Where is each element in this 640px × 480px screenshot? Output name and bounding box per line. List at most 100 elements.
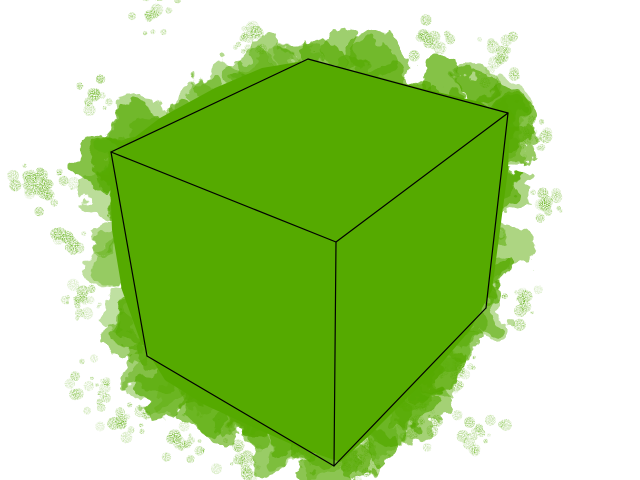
particle-wisp <box>477 37 483 42</box>
particle-wisp <box>107 416 121 430</box>
particle-wisp <box>165 7 173 14</box>
particle-cloud <box>7 0 563 480</box>
particle-wisp <box>524 137 532 146</box>
particle-wisp <box>399 435 403 440</box>
particle-wisp <box>356 455 362 462</box>
particle-wisp <box>527 115 536 124</box>
particle-wisp <box>181 441 187 447</box>
particle-wisp <box>450 379 463 392</box>
particle-wisp <box>508 70 520 81</box>
particle-wisp <box>9 179 22 192</box>
particle-wisp <box>23 174 37 187</box>
particle-wisp <box>472 355 476 360</box>
particle-wisp <box>95 421 105 432</box>
particle-wisp <box>423 37 434 49</box>
particle-wisp <box>101 393 111 403</box>
particle-wisp <box>437 368 444 374</box>
particle-wisp <box>96 403 106 412</box>
particle-wisp <box>539 130 553 144</box>
particle-wisp <box>246 471 258 480</box>
particle-wisp <box>58 175 69 186</box>
particle-wisp <box>498 420 505 428</box>
particle-wisp <box>83 380 95 392</box>
particle-wisp <box>507 31 518 42</box>
particle-wisp <box>350 450 357 457</box>
particle-wisp <box>397 420 407 431</box>
particle-wisp <box>419 419 425 425</box>
bounding-box-edge-vertical-left <box>110 151 148 357</box>
particle-wisp <box>97 302 102 307</box>
particle-wisp <box>90 376 94 381</box>
particle-wisp <box>485 414 496 426</box>
particle-wisp <box>95 383 99 387</box>
particle-wisp <box>64 378 75 389</box>
particle-wisp <box>430 414 443 427</box>
particle-wisp <box>150 3 164 17</box>
particle-wisp <box>397 395 411 408</box>
bounding-box-edge-top-back-right <box>307 58 509 114</box>
particle-wisp <box>522 128 532 138</box>
particle-wisp <box>427 414 431 418</box>
particle-wisp <box>414 405 420 411</box>
particle-cluster <box>93 228 118 253</box>
particle-wisp <box>70 371 81 381</box>
bounding-box-wireframe <box>110 58 509 467</box>
particle-wisp <box>83 406 91 415</box>
particle-wisp <box>127 402 133 408</box>
particle-wisp <box>139 428 145 434</box>
particle-wisp <box>484 65 495 76</box>
particle-wisp <box>501 294 506 299</box>
particle-wisp <box>517 287 528 297</box>
particle-wisp <box>74 302 81 309</box>
particle-wisp <box>408 50 420 62</box>
bounding-box-edge-bottom-front-left <box>146 355 335 467</box>
particle-wisp <box>244 44 253 53</box>
particle-wisp <box>171 432 182 443</box>
particle-wisp <box>105 98 113 106</box>
particle-wisp <box>240 463 251 474</box>
particle-wisp <box>351 474 362 480</box>
particle-wisp <box>535 213 545 223</box>
particle-wisp <box>142 0 150 2</box>
particle-cloud-core <box>110 60 510 462</box>
particle-wisp <box>99 91 106 99</box>
particle-wisp <box>72 388 84 400</box>
particle-wisp <box>487 433 491 438</box>
particle-wisp <box>470 432 479 441</box>
particle-wisp <box>443 360 450 368</box>
particle-wisp <box>50 199 59 207</box>
particle-wisp <box>65 295 70 300</box>
particle-wisp <box>65 301 69 305</box>
particle-wisp <box>81 231 87 237</box>
particle-wisp <box>447 350 457 359</box>
particle-wisp <box>456 430 470 443</box>
particle-wisp <box>43 179 54 189</box>
particle-wisp <box>34 206 44 217</box>
particle-wisp <box>75 294 84 304</box>
particle-wisp <box>67 278 80 291</box>
particle-wisp <box>142 30 148 36</box>
particle-wisp <box>67 176 80 190</box>
particle-wisp <box>35 167 45 176</box>
particle-wisp <box>426 424 439 437</box>
particle-wisp <box>513 318 526 332</box>
particle-wisp <box>530 189 536 196</box>
particle-wisp <box>188 433 192 437</box>
particle-wisp <box>559 209 563 213</box>
particle-cluster <box>493 258 518 283</box>
particle-wisp <box>417 32 424 39</box>
particle-wisp <box>211 463 222 475</box>
particle-wisp <box>230 462 234 466</box>
particle-wisp <box>90 354 99 363</box>
particle-wisp <box>241 25 247 32</box>
particle-wisp <box>127 426 135 434</box>
bounding-box-edge-top-front-right <box>335 112 509 243</box>
bounding-box-edge-vertical-right <box>485 112 509 309</box>
particle-wisp <box>120 431 133 444</box>
particle-wisp <box>407 428 419 440</box>
particle-wisp <box>102 106 107 110</box>
particle-wisp <box>194 445 205 456</box>
particle-wisp <box>351 464 358 471</box>
